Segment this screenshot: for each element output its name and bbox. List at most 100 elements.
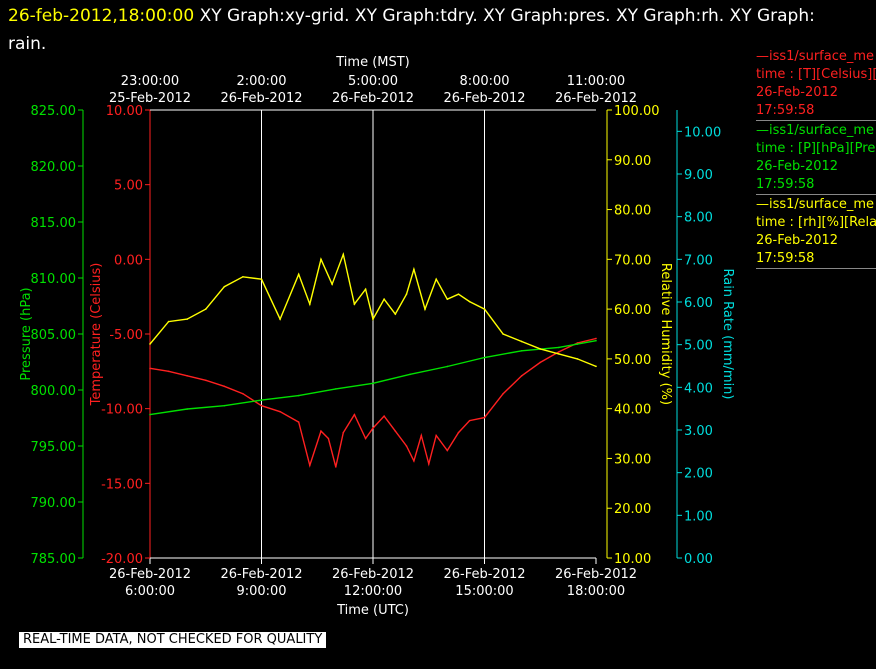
- humidity-series-line: [149, 251, 597, 368]
- legend-entry: —iss1/surface_me time : [T][Celsius][T 26-…: [756, 48, 876, 121]
- humidity-tick-label: 60.00: [614, 303, 651, 318]
- humidity-tick-label: 10.00: [614, 552, 651, 567]
- humidity-data-point: [457, 293, 460, 295]
- rain-tick-label: 4.00: [684, 381, 713, 396]
- legend-entry-line1: —iss1/surface_me: [756, 49, 875, 64]
- legend-entry-line3: 26-Feb-2012: [756, 159, 839, 174]
- humidity-data-point: [413, 268, 415, 271]
- humidity-data-point: [364, 288, 367, 291]
- humidity-data-point: [394, 313, 397, 315]
- temperature-data-point: [327, 437, 330, 440]
- temperature-data-point: [435, 434, 437, 437]
- x-tick-time: 6:00:00: [125, 584, 175, 599]
- pressure-tick-label: 820.00: [31, 160, 77, 175]
- temperature-tick-label: -5.00: [109, 328, 143, 343]
- pressure-data-point: [335, 388, 337, 390]
- pressure-tick-label: 825.00: [31, 104, 77, 119]
- rain-tick-label: 3.00: [684, 424, 713, 439]
- temperature-series-line: [149, 337, 597, 468]
- temperature-data-point: [309, 464, 311, 467]
- humidity-data-point: [502, 333, 504, 335]
- humidity-data-point: [204, 308, 207, 310]
- quality-disclaimer: REAL-TIME DATA, NOT CHECKED FOR QUALITY: [19, 632, 327, 648]
- humidity-data-point: [342, 253, 345, 256]
- humidity-data-point: [435, 278, 437, 281]
- humidity-data-point: [309, 303, 311, 305]
- temperature-data-point: [394, 430, 397, 432]
- rain-tick-label: 2.00: [684, 467, 713, 482]
- temperature-data-point: [149, 367, 151, 370]
- pressure-data-point: [149, 413, 151, 416]
- humidity-data-point: [149, 343, 151, 345]
- humidity-data-point: [279, 318, 281, 320]
- temperature-data-point: [483, 416, 486, 419]
- temperature-tick-label: -10.00: [101, 403, 143, 418]
- pressure-data-point: [409, 373, 411, 376]
- temperature-data-point: [468, 419, 471, 422]
- x-tick-date: 26-Feb-2012: [555, 567, 637, 582]
- humidity-data-point: [483, 308, 486, 310]
- pressure-tick-label: 795.00: [31, 440, 77, 455]
- temperature-data-point: [383, 415, 385, 417]
- humidity-data-point: [405, 293, 408, 295]
- legend-entry-line1: —iss1/surface_me: [756, 197, 875, 212]
- humidity-tick-label: 80.00: [614, 204, 651, 219]
- humidity-data-point: [353, 303, 356, 305]
- temperature-data-point: [520, 375, 523, 377]
- temperature-data-point: [364, 437, 367, 440]
- pressure-series-line: [149, 340, 597, 416]
- series: [149, 251, 597, 468]
- header-timestamp: 26-feb-2012,18:00:00: [8, 6, 195, 26]
- humidity-data-point: [167, 320, 170, 323]
- x2-tick-date: 26-Feb-2012: [443, 91, 525, 106]
- temperature-tick-label: -20.00: [101, 552, 143, 567]
- x2-tick-time: 23:00:00: [121, 74, 179, 89]
- rain-axis-label: Rain Rate (mm/min): [720, 268, 735, 399]
- pressure-data-point: [576, 343, 579, 345]
- axes: 26-Feb-2012 6:00:00 26-Feb-2012 9:00:00 26-F…: [19, 55, 735, 618]
- header-graph-list: XY Graph:xy-grid. XY Graph:tdry. XY Grap…: [8, 6, 815, 54]
- humidity-data-point: [242, 275, 244, 278]
- legend-entry-line1: —iss1/surface_me: [756, 123, 875, 138]
- pressure-data-point: [520, 350, 523, 352]
- x2-tick-date: 26-Feb-2012: [555, 91, 637, 106]
- temperature-data-point: [297, 421, 300, 423]
- x-axis-label: Time (UTC): [336, 603, 409, 618]
- temperature-data-point: [353, 413, 356, 416]
- humidity-tick-label: 90.00: [614, 154, 651, 169]
- rain-tick-label: 6.00: [684, 296, 713, 311]
- legend-entry-line2: time : [T][Celsius][T: [756, 67, 876, 82]
- rain-tick-label: 0.00: [684, 552, 713, 567]
- temperature-data-point: [279, 410, 281, 413]
- temperature-data-point: [446, 449, 449, 452]
- temperature-data-point: [539, 361, 542, 364]
- humidity-data-point: [520, 340, 523, 343]
- pressure-axis-label: Pressure (hPa): [19, 287, 34, 380]
- x2-tick-time: 5:00:00: [348, 74, 398, 89]
- x2-tick-date: 26-Feb-2012: [332, 91, 414, 106]
- pressure-tick-label: 815.00: [31, 216, 77, 231]
- temperature-data-point: [502, 392, 504, 395]
- rain-tick-label: 5.00: [684, 339, 713, 354]
- temperature-data-point: [186, 375, 188, 377]
- x2-axis-label: Time (MST): [335, 55, 410, 70]
- humidity-data-point: [468, 300, 471, 303]
- pressure-data-point: [595, 339, 597, 342]
- legend-entry-line4: 17:59:58: [756, 177, 815, 192]
- x2-tick-time: 11:00:00: [567, 74, 625, 89]
- rain-tick-label: 8.00: [684, 211, 713, 226]
- humidity-data-point: [595, 365, 597, 368]
- rain-tick-label: 9.00: [684, 168, 713, 183]
- pressure-data-point: [558, 346, 560, 349]
- pressure-data-point: [223, 404, 226, 407]
- temperature-tick-label: -15.00: [101, 477, 143, 492]
- humidity-data-point: [320, 258, 322, 261]
- legend-entry-line4: 17:59:58: [756, 103, 815, 118]
- x2-tick-date: 26-Feb-2012: [220, 91, 302, 106]
- temperature-data-point: [413, 460, 415, 462]
- humidity-tick-label: 50.00: [614, 353, 651, 368]
- x-tick-date: 26-Feb-2012: [220, 567, 302, 582]
- humidity-axis-label: Relative Humidity (%): [658, 263, 673, 405]
- x-tick-date: 26-Feb-2012: [443, 567, 525, 582]
- humidity-data-point: [558, 353, 560, 355]
